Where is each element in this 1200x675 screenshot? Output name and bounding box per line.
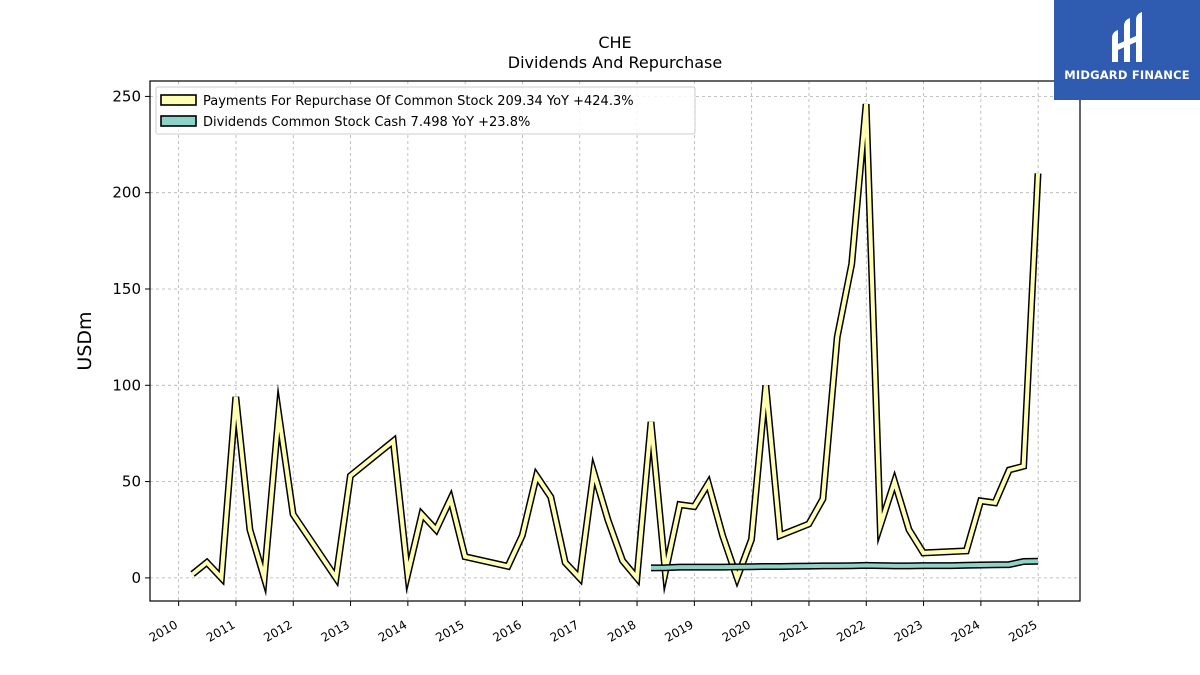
plot-frame — [149, 80, 1081, 602]
x-axis: 2010 2011 2012 2013 2014 2015 2016 2017 2018 2019… — [147, 601, 1040, 645]
series-line-repurchase — [191, 103, 1040, 589]
x-tick-label: 2012 — [261, 617, 294, 644]
x-tick-label: 2017 — [548, 617, 581, 644]
x-tick-label: 2013 — [319, 617, 352, 644]
x-tick-label: 2025 — [1006, 617, 1039, 644]
brand-logo: MIDGARD FINANCE — [1054, 0, 1200, 100]
y-tick-label: 200 — [112, 184, 141, 202]
y-tick-label: 250 — [112, 87, 141, 105]
legend-label-dividends: Dividends Common Stock Cash 7.498 YoY +2… — [203, 115, 530, 130]
y-tick-label: 50 — [122, 473, 141, 491]
legend: Payments For Repurchase Of Common Stock … — [155, 86, 696, 135]
plot-series — [190, 103, 1042, 597]
y-tick-label: 100 — [112, 376, 141, 394]
series-line-repurchase-outline — [190, 103, 1042, 597]
y-tick-label: 0 — [131, 569, 141, 587]
x-tick-label: 2015 — [433, 617, 466, 644]
logo-mark-icon — [1112, 12, 1142, 62]
grid-lines — [150, 81, 1080, 601]
chart-title: CHE — [598, 33, 631, 52]
legend-label-repurchase: Payments For Repurchase Of Common Stock … — [203, 94, 634, 109]
x-tick-label: 2022 — [834, 617, 867, 644]
x-tick-label: 2023 — [892, 617, 925, 644]
x-tick-label: 2016 — [491, 617, 524, 644]
x-tick-label: 2011 — [204, 617, 237, 644]
legend-swatch-repurchase — [160, 94, 197, 106]
legend-box — [155, 86, 696, 135]
legend-swatch-dividends — [160, 115, 197, 127]
x-tick-label: 2010 — [147, 617, 180, 644]
x-tick-label: 2019 — [662, 617, 695, 644]
x-tick-label: 2021 — [777, 617, 810, 644]
y-axis-label: USDm — [74, 311, 96, 370]
x-tick-label: 2020 — [720, 617, 753, 644]
x-tick-label: 2014 — [376, 617, 409, 644]
y-tick-label: 150 — [112, 280, 141, 298]
logo-text: MIDGARD FINANCE — [1064, 68, 1190, 82]
chart-subtitle: Dividends And Repurchase — [508, 53, 722, 72]
series-line-dividends — [650, 559, 1039, 570]
x-tick-label: 2018 — [605, 617, 638, 644]
x-tick-label: 2024 — [949, 617, 982, 644]
y-axis: 0 50 100 150 200 250 — [112, 87, 150, 587]
